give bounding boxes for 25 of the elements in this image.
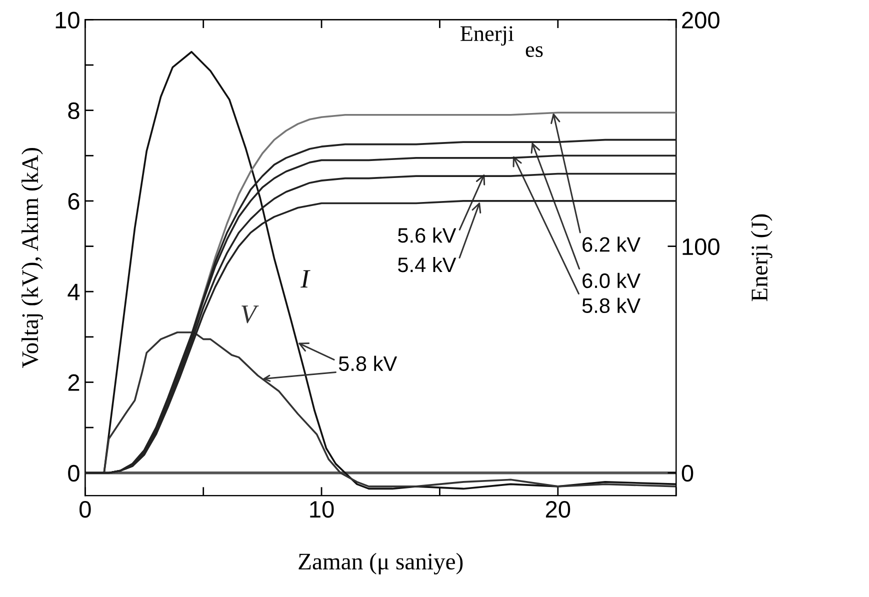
y-tick-label: 0 xyxy=(68,464,80,482)
y-axis-title: Voltaj (kV), Akım (kA) xyxy=(22,148,43,368)
y-tick-label: 10 xyxy=(56,12,80,28)
y-tick-label: 6 xyxy=(68,193,80,210)
series-label: I xyxy=(300,270,310,288)
x-tick-label: 20 xyxy=(546,500,570,518)
annotation: 5.4 kV xyxy=(398,256,456,272)
y2-tick-label: 100 xyxy=(682,238,720,256)
series-label: V xyxy=(242,306,259,324)
y2-tick-label: 200 xyxy=(682,12,720,28)
annotation: 5.6 kV xyxy=(398,228,456,243)
annotation: 5.8 kV xyxy=(582,298,641,314)
y-tick-label: 8 xyxy=(68,102,80,120)
annotation: 5.8 kV xyxy=(338,356,398,372)
x-tick-label: 0 xyxy=(80,500,91,518)
annotation: es xyxy=(526,46,543,57)
x-tick-label: 10 xyxy=(310,500,334,518)
annotation: 6.2 kV xyxy=(582,236,641,252)
annotation: Enerji xyxy=(460,26,514,46)
y-tick-label: 2 xyxy=(68,374,80,391)
y-tick-label: 4 xyxy=(68,284,80,300)
y2-tick-label: 0 xyxy=(682,464,694,482)
x-axis-title: Zaman (μ saniye) xyxy=(298,552,463,574)
y2-axis-title: Enerji (J) xyxy=(750,214,772,302)
annotation: 6.0 kV xyxy=(582,272,641,288)
